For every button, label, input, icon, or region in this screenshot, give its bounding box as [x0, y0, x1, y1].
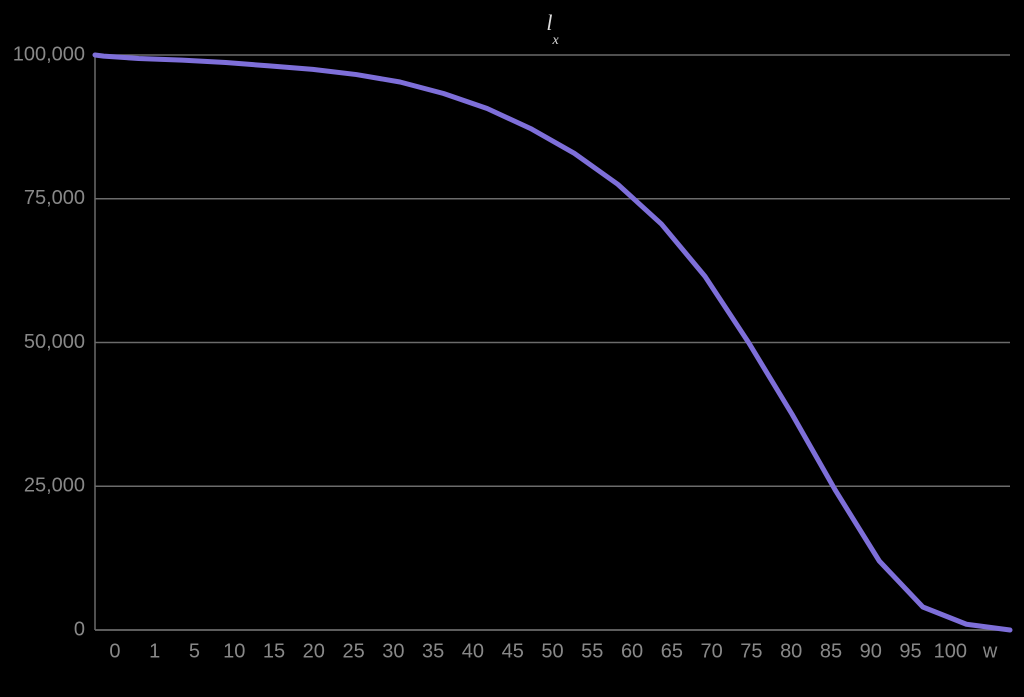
x-tick: 75	[740, 641, 762, 663]
x-tick-label: 75	[740, 641, 762, 663]
y-tick-label: 75,000	[24, 187, 85, 209]
x-tick-label: 95	[899, 641, 921, 663]
survival-chart: 025,00050,00075,000100,00001510152025303…	[0, 0, 1024, 697]
x-tick-label: 15	[263, 641, 285, 663]
x-tick: 60	[621, 641, 643, 663]
x-tick-label: 80	[780, 641, 802, 663]
x-tick: 70	[701, 641, 723, 663]
x-tick: 90	[860, 641, 882, 663]
x-tick: 45	[502, 641, 524, 663]
x-tick-label: 30	[382, 641, 404, 663]
x-tick-label: 55	[581, 641, 603, 663]
x-tick-label: 40	[462, 641, 484, 663]
x-tick-label: 25	[342, 641, 364, 663]
chart-title-sub: x	[551, 33, 559, 48]
x-tick-label: 20	[303, 641, 325, 663]
x-tick-label: 100	[934, 641, 967, 663]
x-tick: 85	[820, 641, 842, 663]
x-tick: 25	[342, 641, 364, 663]
x-tick-label: 10	[223, 641, 245, 663]
chart-title-main: l	[546, 10, 552, 35]
x-tick: 20	[303, 641, 325, 663]
x-extra-label: w	[982, 641, 998, 663]
x-tick-label: 85	[820, 641, 842, 663]
x-tick-label: 35	[422, 641, 444, 663]
x-tick-label: 50	[541, 641, 563, 663]
y-tick-label: 100,000	[13, 43, 85, 65]
x-tick-label: 65	[661, 641, 683, 663]
x-tick: 10	[223, 641, 245, 663]
y-tick: 0	[74, 618, 85, 640]
y-tick: 100,000	[13, 43, 85, 65]
x-tick-label: 90	[860, 641, 882, 663]
x-tick: 55	[581, 641, 603, 663]
x-tick-label: 5	[189, 641, 200, 663]
x-tick-label: 45	[502, 641, 524, 663]
x-tick: 5	[189, 641, 200, 663]
y-tick-label: 0	[74, 618, 85, 640]
x-tick-label: 0	[109, 641, 120, 663]
x-tick-extra: w	[982, 641, 998, 663]
x-tick: 1	[149, 641, 160, 663]
x-tick: 80	[780, 641, 802, 663]
x-tick-label: 70	[701, 641, 723, 663]
y-tick: 25,000	[24, 475, 85, 497]
x-tick: 40	[462, 641, 484, 663]
x-tick: 65	[661, 641, 683, 663]
y-tick-label: 50,000	[24, 331, 85, 353]
y-tick-label: 25,000	[24, 475, 85, 497]
survival-chart-container: 025,00050,00075,000100,00001510152025303…	[0, 0, 1024, 697]
x-tick-label: 1	[149, 641, 160, 663]
x-tick: 100	[934, 641, 967, 663]
x-tick: 95	[899, 641, 921, 663]
y-tick: 75,000	[24, 187, 85, 209]
x-tick-label: 60	[621, 641, 643, 663]
x-tick: 35	[422, 641, 444, 663]
x-tick: 30	[382, 641, 404, 663]
x-tick: 50	[541, 641, 563, 663]
chart-background	[0, 0, 1024, 697]
y-tick: 50,000	[24, 331, 85, 353]
x-tick: 15	[263, 641, 285, 663]
x-tick: 0	[109, 641, 120, 663]
